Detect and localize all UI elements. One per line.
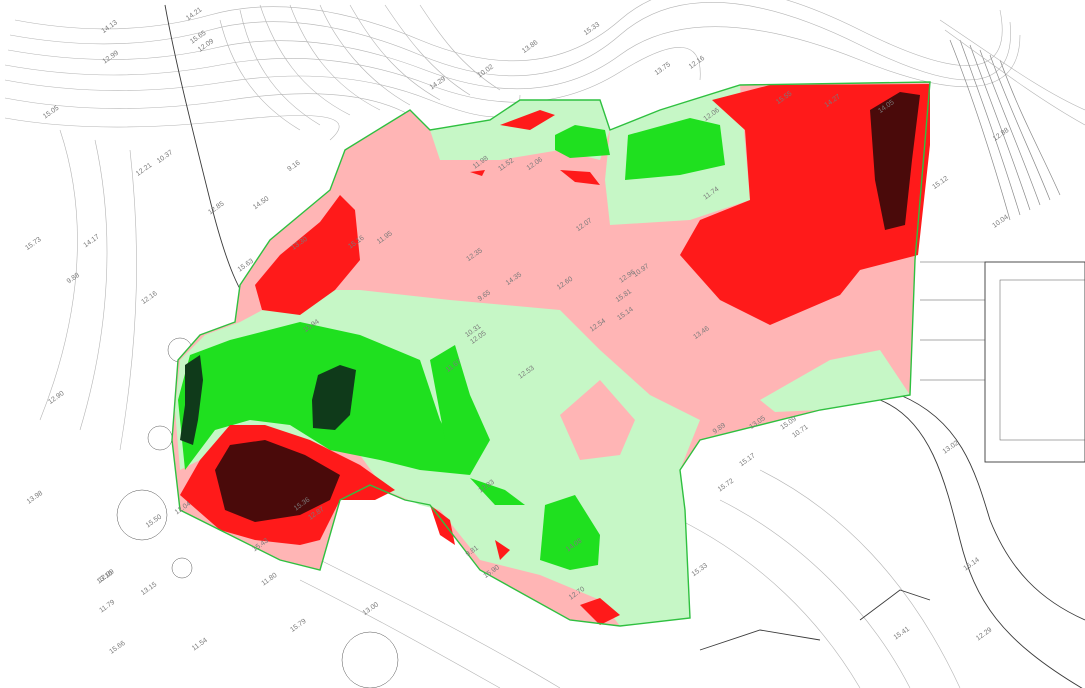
- contour-lines: [4, 0, 1085, 688]
- building-outline: [984, 261, 1085, 463]
- cut-fill-zones: [171, 81, 931, 627]
- building-inner: [999, 279, 1085, 441]
- zone-cut-northwest: [255, 195, 360, 315]
- zone-deep-cut-southwest: [215, 440, 340, 522]
- zone-cut-south-2: [430, 505, 510, 560]
- zone-deep-fill-1: [312, 365, 356, 430]
- zone-cut-east: [680, 84, 930, 325]
- zone-light-fill-se: [760, 350, 910, 412]
- zone-fill-west-2: [430, 345, 490, 475]
- zone-deep-fill-2: [180, 355, 203, 445]
- grading-boundary: [171, 81, 931, 627]
- road-edge: [879, 399, 1083, 688]
- zone-fill-south: [540, 495, 600, 570]
- zone-fill-north: [555, 125, 610, 158]
- zone-fill-south-2: [470, 478, 525, 505]
- zone-cut-north-slivers: [470, 110, 600, 185]
- zone-cut-south: [580, 598, 620, 625]
- zone-fill-ne: [625, 118, 725, 180]
- retaining-wall-2: [699, 629, 821, 651]
- zone-light-cut-island: [560, 380, 635, 460]
- road-edge-inner: [899, 394, 1085, 621]
- zone-deep-cut-east: [870, 92, 920, 230]
- retaining-wall: [859, 589, 931, 621]
